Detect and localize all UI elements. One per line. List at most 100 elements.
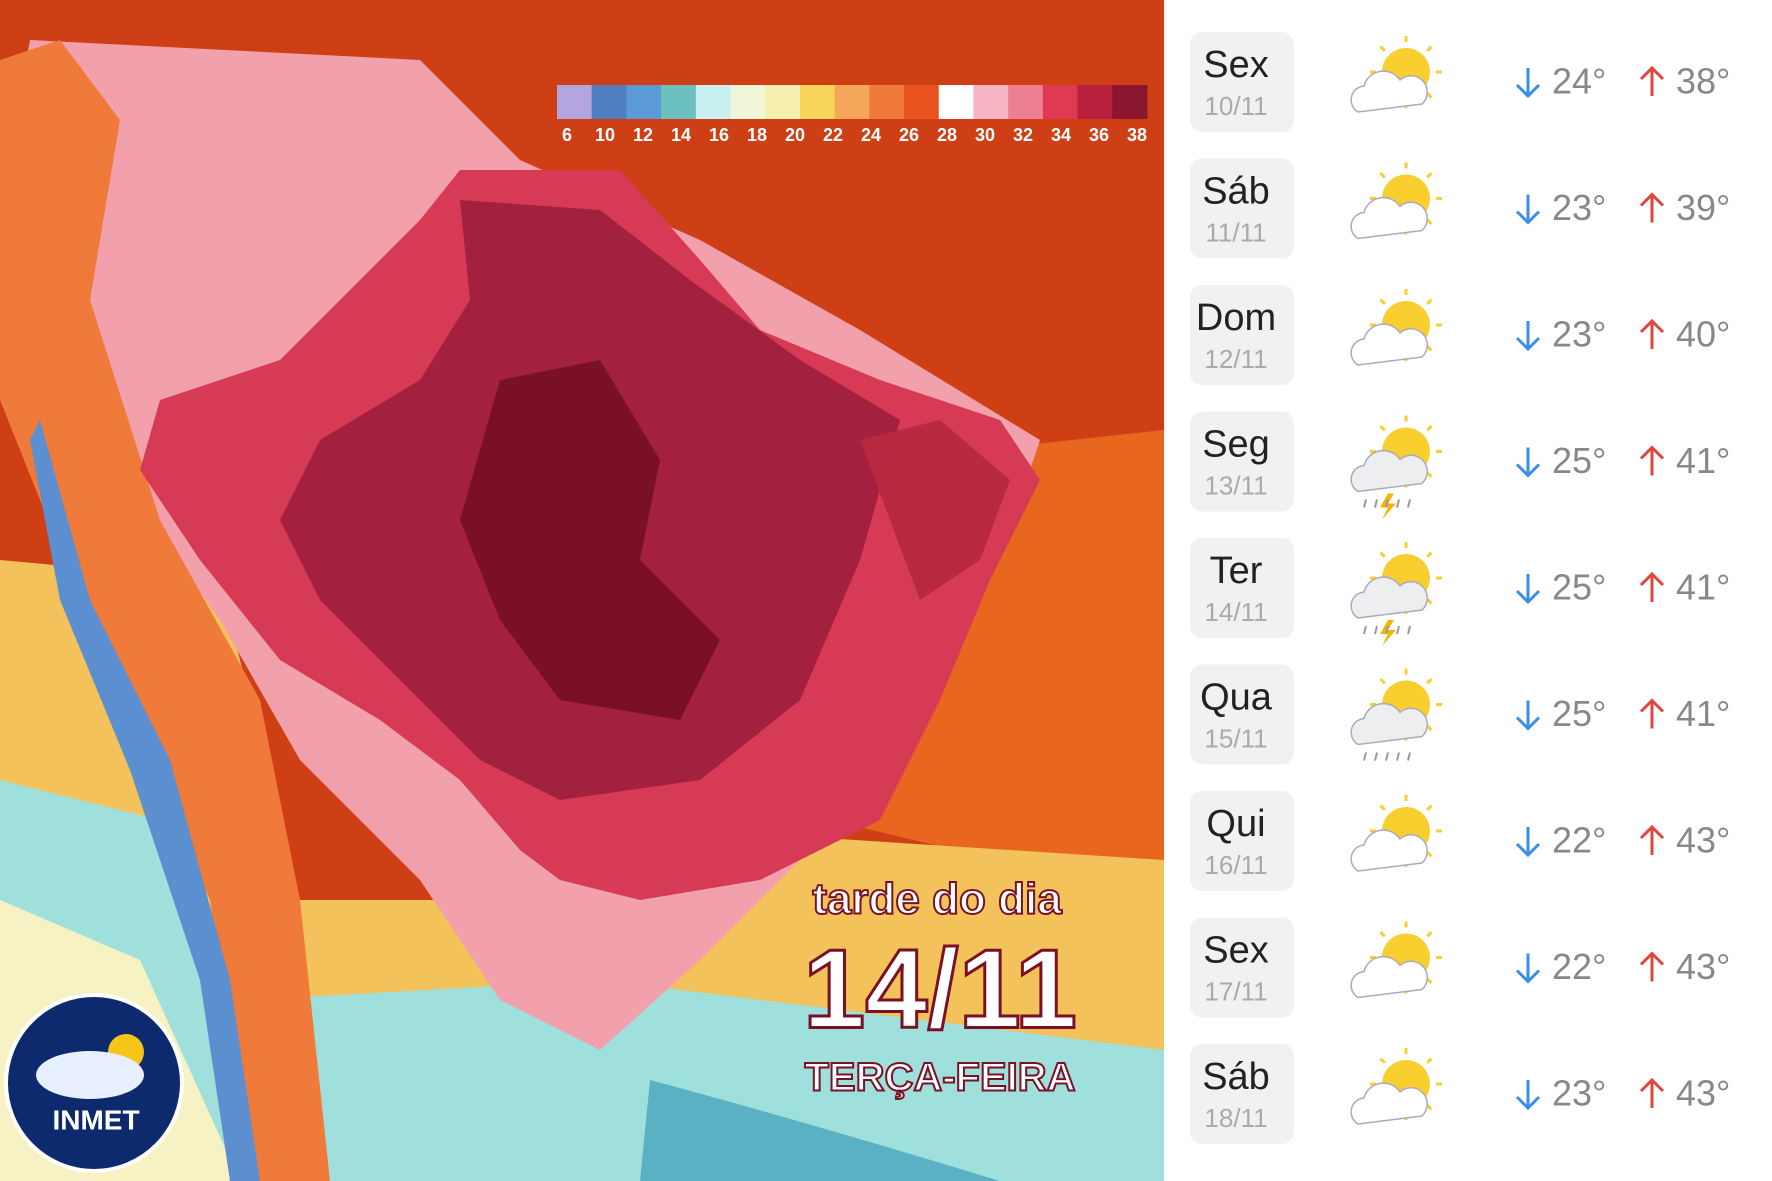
legend-swatch (730, 85, 766, 119)
day-name: Sex (1203, 930, 1268, 972)
legend-swatch (591, 85, 627, 119)
inmet-logo: INMET (4, 993, 184, 1173)
low-temp: 22° (1552, 946, 1606, 987)
day-name: Dom (1196, 297, 1276, 339)
legend-label: 20 (785, 125, 805, 145)
legend-label: 22 (823, 125, 843, 145)
day-box (1190, 917, 1294, 1018)
day-date: 16/11 (1204, 850, 1267, 880)
rain-drop (1363, 625, 1367, 635)
forecast-row: Ter 14/11 25° 41° (1190, 538, 1730, 646)
day-name: Sex (1203, 44, 1268, 86)
high-temp: 43° (1676, 820, 1730, 861)
sun-ray (1426, 930, 1433, 938)
sun-ray (1426, 171, 1433, 179)
legend-swatch (1112, 85, 1148, 119)
forecast-list: Sex 10/11 24° 38° Sáb 11/11 23° 39° Dom 12/11 23° 4… (1190, 32, 1730, 1144)
legend-swatch (1042, 85, 1079, 119)
day-date: 11/11 (1205, 217, 1266, 247)
arrow-up (1639, 824, 1665, 855)
forecast-row: Sáb 18/11 23° 43° (1190, 1044, 1730, 1144)
sun-ray (1426, 45, 1433, 52)
arrow-up (1639, 318, 1665, 349)
low-temp: 22° (1552, 820, 1606, 861)
day-box (1190, 158, 1294, 259)
legend-label: 6 (562, 125, 572, 145)
day-date: 10/11 (1204, 91, 1267, 121)
cloud (1350, 196, 1429, 240)
legend-swatch (695, 85, 732, 119)
legend-swatch (1077, 85, 1113, 119)
day-date: 18/11 (1204, 1103, 1267, 1133)
sun-ray (1379, 1057, 1386, 1064)
arrow-up (1639, 1077, 1665, 1108)
legend-label: 18 (747, 125, 767, 145)
sun-ray (1379, 171, 1386, 179)
sun-ray (1426, 1057, 1433, 1064)
rain-drop (1385, 752, 1389, 761)
high-temp: 43° (1676, 1073, 1730, 1114)
high-temp: 39° (1676, 187, 1730, 228)
day-box (1190, 791, 1294, 891)
day-name: Seg (1202, 424, 1270, 466)
sun-ray (1426, 551, 1433, 558)
forecast-row: Qui 16/11 22° 43° (1190, 791, 1730, 891)
rain-drop (1407, 499, 1411, 508)
forecast-row: Qua 15/11 25° 41° (1190, 664, 1730, 765)
rain-drop (1396, 499, 1400, 508)
day-name: Sáb (1202, 171, 1270, 213)
rain-drop (1385, 625, 1389, 635)
day-box (1190, 538, 1294, 638)
high-temp: 40° (1676, 314, 1730, 355)
rain-drop (1407, 752, 1411, 761)
legend-label: 10 (595, 125, 615, 145)
arrow-up (1639, 951, 1665, 982)
low-temp: 24° (1552, 61, 1606, 102)
sun-ray (1426, 1104, 1433, 1111)
arrow-down (1515, 574, 1541, 605)
rain-drop (1385, 499, 1389, 508)
forecast-row: Sáb 11/11 23° 39° (1190, 158, 1730, 259)
legend-swatch (799, 85, 836, 119)
arrow-up (1639, 571, 1665, 602)
rain-drop (1374, 625, 1378, 635)
day-box (1190, 32, 1294, 132)
sun-ray (1426, 851, 1433, 858)
sun-ray (1426, 471, 1433, 479)
legend-label: 12 (633, 125, 653, 145)
arrow-down (1515, 953, 1541, 984)
day-date: 17/11 (1204, 976, 1267, 1006)
day-date: 15/11 (1204, 723, 1267, 753)
low-temp: 23° (1552, 187, 1606, 228)
rain-drop (1363, 499, 1367, 508)
legend-label: 14 (671, 125, 691, 145)
caption-date: 14/11 (803, 927, 1077, 1052)
forecast-row: Sex 17/11 22° 43° (1190, 917, 1730, 1018)
lightning (1380, 493, 1396, 520)
legend-swatch (973, 85, 1009, 119)
sun-ray (1426, 598, 1433, 605)
caption-weekday: TERÇA-FEIRA (804, 1056, 1075, 1100)
high-temp: 41° (1676, 440, 1730, 481)
legend: 6 10 12 14 16 18 20 22 24 26 28 30 32 34 36 38 (557, 85, 1148, 145)
rain-drop (1374, 499, 1378, 508)
sun-ray (1426, 677, 1433, 685)
arrow-down (1515, 447, 1541, 478)
arrow-down (1515, 321, 1541, 352)
legend-swatch (557, 85, 593, 119)
cloud (1350, 955, 1429, 999)
low-temp: 23° (1552, 1073, 1606, 1114)
arrow-down (1515, 827, 1541, 858)
map: 6 10 12 14 16 18 20 22 24 26 28 30 32 34 36 38 tarde do… (0, 0, 1164, 1181)
legend-label: 28 (937, 125, 957, 145)
legend-label: 30 (975, 125, 995, 145)
rain-drop (1407, 625, 1411, 635)
sun-ray (1379, 298, 1386, 305)
day-name: Ter (1210, 550, 1263, 592)
legend-label: 26 (899, 125, 919, 145)
legend-swatch (661, 85, 697, 119)
legend-swatch (626, 85, 662, 119)
cloud (1350, 829, 1429, 872)
